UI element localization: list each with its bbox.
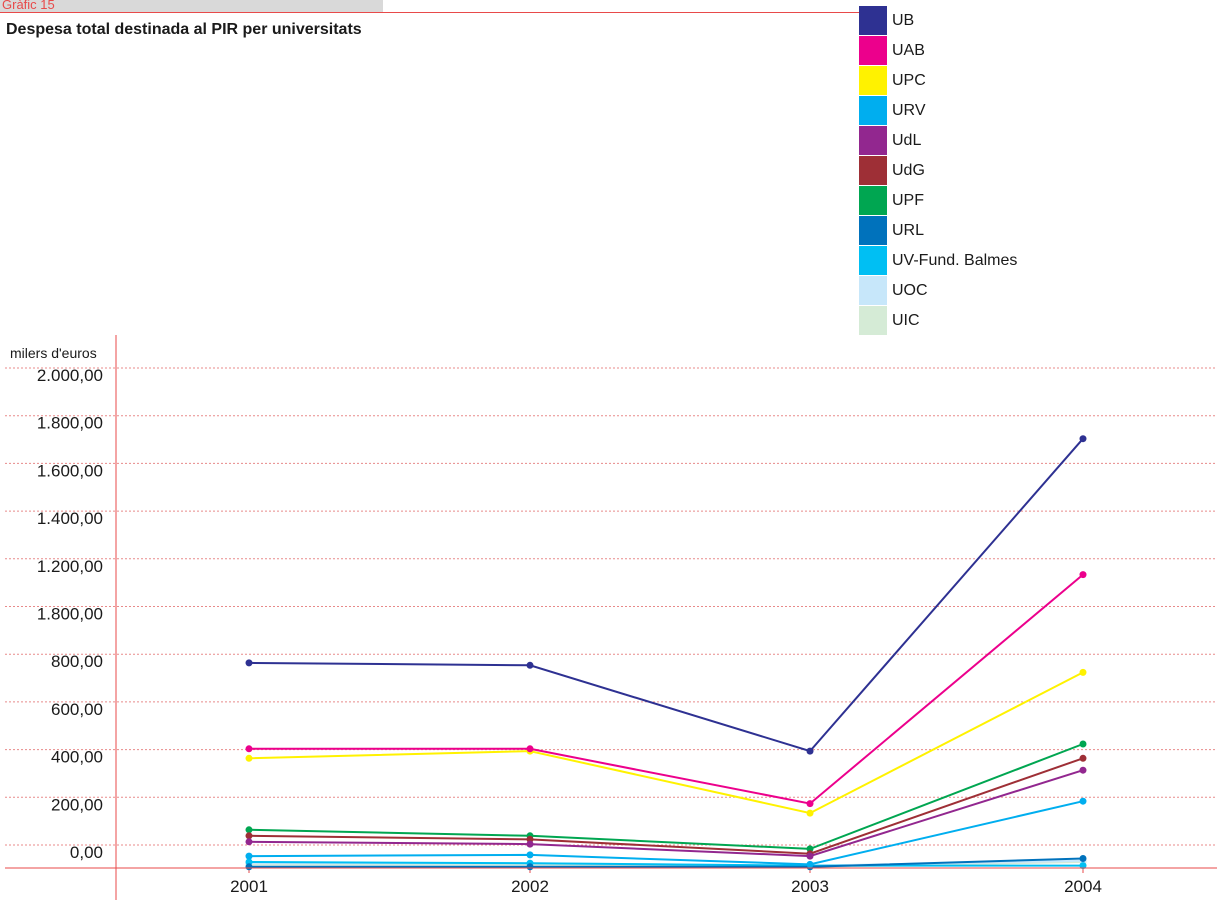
legend-item: UdL [859,126,1099,155]
data-point [1079,797,1087,805]
y-tick-label: 200,00 [51,795,103,814]
series-line [248,769,1084,858]
y-tick-label: 1.800,00 [37,414,103,433]
data-point [1079,740,1087,748]
legend-label: UPF [892,192,924,209]
legend-swatch [859,276,887,305]
header-bar [0,0,383,12]
legend-item: UdG [859,156,1099,185]
series-line [248,757,1084,855]
data-point [806,747,814,755]
y-tick-label: 600,00 [51,700,103,719]
legend-swatch [859,216,887,245]
legend-label: URV [892,102,926,119]
data-point [245,659,253,667]
data-point [526,840,534,848]
legend-item: UPF [859,186,1099,215]
graphic-label: Gràfic 15 [2,0,55,12]
data-point [526,851,534,859]
data-point [245,863,253,871]
y-tick-labels: 0,00 200,00 400,00 600,00 800,00 1.800,00 1.20… [37,366,103,862]
y-tick-label: 1.400,00 [37,509,103,528]
legend-label: UOC [892,282,928,299]
y-tick-label: 0,00 [70,843,103,862]
x-tick-label: 2002 [511,877,549,896]
legend-label: UdL [892,132,922,149]
data-point [1079,754,1087,762]
chart-title: Despesa total destinada al PIR per unive… [6,21,362,38]
x-tick-labels: 2001 2002 2003 2004 [230,868,1102,896]
y-tick-label: 1.200,00 [37,557,103,576]
legend-item: UAB [859,36,1099,65]
series-line [249,857,1084,868]
data-point [806,800,814,808]
legend-swatch [859,306,887,335]
y-axis-label: milers d'euros [10,345,97,361]
legend-label: UdG [892,162,925,179]
series-line [248,438,1084,753]
series-line [248,861,1083,867]
legend-swatch [859,36,887,65]
legend-item: URV [859,96,1099,125]
y-tick-label: 1.800,00 [37,605,103,624]
legend-label: UB [892,12,915,29]
data-point [245,745,253,753]
legend-swatch [859,156,887,185]
data-point [806,809,814,817]
legend-swatch [859,6,887,35]
data-point [1079,855,1087,862]
data-point [245,754,253,762]
y-tick-label: 1.600,00 [37,461,103,480]
data-point [245,832,253,840]
data-point [806,860,814,868]
x-tick-label: 2003 [791,877,829,896]
legend-item: UIC [859,306,1099,335]
legend-swatch [859,66,887,95]
series-line [248,800,1084,866]
data-point [1079,435,1087,443]
series-line [248,671,1084,815]
data-point [1079,766,1087,774]
legend-label: UV-Fund. Balmes [892,252,1018,269]
legend-item: UPC [859,66,1099,95]
data-point [526,863,534,871]
x-tick-label: 2001 [230,877,268,896]
data-point [526,745,534,753]
series-line [249,861,1084,868]
legend-swatch [859,246,887,275]
data-point [526,661,534,669]
legend-item: UOC [859,276,1099,305]
legend-item: UB [859,6,1099,35]
legend-label: URL [892,222,925,239]
legend-item: UV-Fund. Balmes [859,246,1099,275]
x-tick-label: 2004 [1064,877,1102,896]
legend-label: UAB [892,42,925,59]
legend-swatch [859,126,887,155]
series-line [249,573,1084,805]
y-tick-label: 2.000,00 [37,366,103,385]
data-point [245,858,253,866]
header-rule [0,12,860,13]
legend-swatch [859,186,887,215]
data-point [245,838,253,846]
data-point [1079,668,1087,676]
legend-item: URL [859,216,1099,245]
data-point [806,852,814,860]
legend-swatch [859,96,887,125]
data-point [245,852,253,860]
legend-label: UPC [892,72,926,89]
y-tick-label: 400,00 [51,748,103,767]
y-tick-label: 800,00 [51,652,103,671]
gridlines [5,367,1217,846]
data-point [245,826,253,834]
data-point [1079,862,1087,870]
data-point [1079,571,1087,579]
series-line [248,743,1084,850]
series-lines [245,435,1087,871]
legend-label: UIC [892,312,920,329]
data-point [806,845,814,853]
